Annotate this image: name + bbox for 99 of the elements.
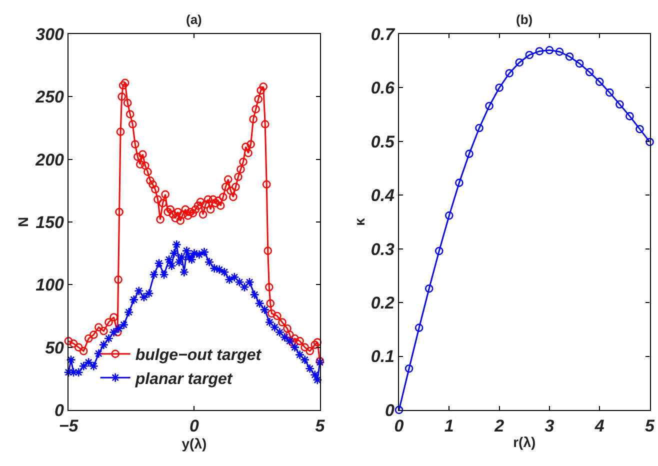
y-tick-label: 0.2 (370, 294, 396, 312)
point (434, 246, 444, 256)
point (186, 254, 197, 264)
point (159, 270, 169, 280)
point (636, 124, 644, 134)
point (250, 290, 260, 300)
point (184, 252, 194, 262)
point (124, 307, 134, 318)
legend-label: planar target (134, 370, 233, 388)
x-tick-label: 3 (544, 416, 555, 436)
point (505, 69, 514, 78)
x-tick-label: 2 (494, 416, 505, 436)
x-tick-label: 0 (189, 416, 200, 436)
point (445, 211, 454, 220)
point (616, 100, 624, 109)
y-tick-label: 0.3 (370, 240, 396, 259)
point (310, 370, 320, 380)
x-tick-label: 5 (315, 416, 326, 436)
point (139, 292, 149, 302)
point (495, 84, 504, 92)
y-tick-label: 200 (34, 150, 65, 170)
point (149, 270, 159, 280)
point (414, 324, 424, 332)
point (475, 124, 484, 132)
point (199, 247, 210, 257)
point (244, 277, 254, 287)
y-tick-label: 250 (34, 88, 65, 107)
point (134, 286, 144, 296)
point (294, 350, 305, 360)
point (78, 361, 88, 371)
point (234, 277, 244, 287)
point (260, 304, 270, 315)
x-tick-label: 4 (594, 416, 605, 436)
point (555, 48, 564, 56)
point (575, 59, 584, 68)
point (305, 364, 315, 374)
point (172, 240, 182, 250)
point (169, 248, 179, 258)
point (585, 68, 594, 76)
point (129, 294, 139, 305)
point (166, 261, 176, 271)
point (485, 102, 494, 110)
chart-title: (b) (516, 12, 533, 27)
y-tick-label: 0 (385, 400, 396, 420)
legend-label: bulge−out target (135, 347, 262, 364)
point (646, 138, 654, 146)
y-tick-label: 0.5 (370, 132, 396, 152)
point (300, 354, 310, 365)
point (424, 284, 434, 293)
point (290, 342, 300, 352)
point (118, 320, 129, 330)
point (182, 246, 192, 256)
x-tick-label: 1 (444, 416, 454, 436)
point (274, 327, 285, 338)
point (240, 282, 250, 292)
point (545, 46, 554, 54)
point (606, 88, 614, 97)
point (164, 254, 174, 264)
point (515, 58, 524, 67)
point (404, 364, 414, 373)
point (230, 272, 240, 282)
point (174, 257, 184, 267)
point (455, 178, 464, 187)
point (254, 298, 264, 308)
y-tick-label: 0.1 (370, 347, 395, 366)
y-axis-title: N (15, 216, 32, 228)
point (626, 112, 634, 120)
point (595, 78, 604, 86)
point (565, 52, 574, 61)
point (179, 267, 190, 277)
point (98, 340, 109, 350)
x-axis-title: y(λ) (182, 435, 207, 452)
point (154, 258, 164, 268)
point (224, 274, 234, 284)
point (104, 334, 114, 344)
point (312, 375, 322, 385)
x-axis-title: r(λ) (513, 434, 536, 450)
y-tick-label: 0.7 (370, 24, 396, 44)
y-tick-label: 0.4 (370, 186, 396, 206)
point (535, 47, 544, 56)
y-tick-label: 150 (36, 212, 65, 232)
point (108, 327, 119, 338)
x-tick-label: 5 (645, 416, 656, 436)
y-tick-label: 50 (45, 338, 65, 358)
point (394, 406, 404, 414)
y-tick-label: 100 (36, 276, 65, 295)
point (465, 150, 474, 158)
y-axis-title: κ (351, 218, 368, 226)
point (264, 317, 274, 328)
point (204, 257, 214, 267)
point (525, 50, 534, 60)
y-tick-label: 300 (36, 24, 65, 44)
point (66, 354, 76, 365)
y-tick-label: 0.6 (370, 78, 396, 98)
point (144, 288, 154, 298)
chart-title: (a) (186, 12, 202, 27)
point (270, 322, 280, 332)
point (176, 252, 187, 262)
point (114, 324, 124, 334)
